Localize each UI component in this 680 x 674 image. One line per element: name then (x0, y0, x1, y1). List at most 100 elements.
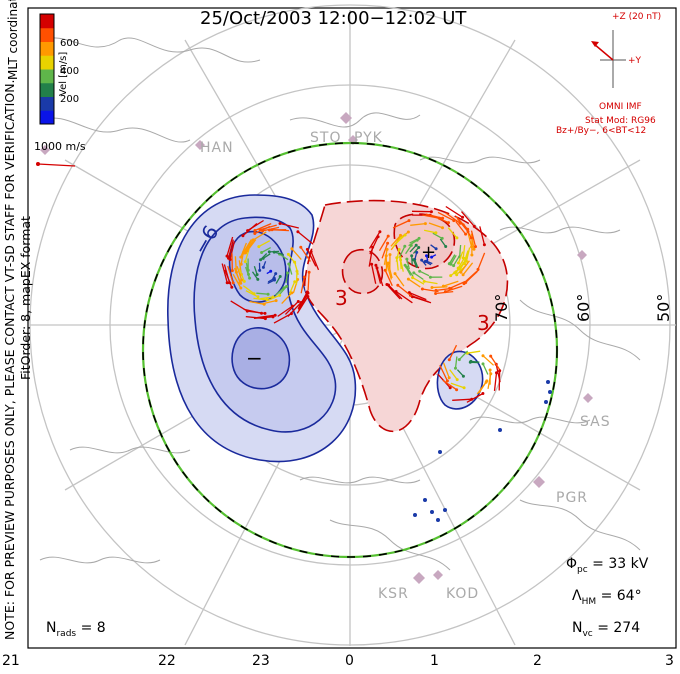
velocity-vector (223, 264, 231, 283)
velocity-vector (281, 292, 293, 305)
mlt-tick-21: 21 (2, 653, 20, 669)
velocity-vector (422, 214, 440, 219)
velocity-vector (437, 211, 455, 222)
velocity-vector (435, 287, 453, 292)
velocity-vector-origin (469, 359, 473, 363)
coastline (39, 117, 191, 143)
coastline (329, 519, 451, 571)
velocity-vector-origin (430, 255, 434, 259)
velocity-vector-origin (397, 248, 401, 251)
velocity-vector (307, 272, 310, 291)
velocity-vector-origin (242, 279, 246, 283)
velocity-vector-origin (286, 271, 289, 275)
velocity-vector-origin (251, 238, 255, 242)
velocity-vector-origin (243, 260, 247, 264)
velocity-vector (409, 244, 417, 253)
velocity-vector (288, 263, 293, 275)
velocity-vector-origin (239, 281, 243, 285)
velocity-vector-origin (309, 250, 313, 254)
velocity-vector-origin (290, 291, 294, 295)
velocity-vector-origin (306, 295, 310, 298)
velocity-vector (408, 278, 421, 288)
velocity-vector-origin (470, 397, 474, 401)
velocity-scale (36, 162, 76, 167)
velocity-vector (378, 235, 389, 252)
velocity-vector (370, 264, 377, 284)
velocity-vector (288, 281, 296, 295)
velocity-vector (381, 242, 389, 259)
colorbar-segment (40, 110, 54, 125)
velocity-vector-origin (265, 298, 269, 302)
velocity-vector-origin (263, 311, 267, 315)
imf-source: OMNI IMF (599, 102, 642, 112)
velocity-vector (245, 315, 266, 320)
colorbar-segment (40, 82, 54, 97)
velocity-vector (399, 245, 406, 257)
velocity-vector-origin (448, 386, 452, 390)
velocity-vector-origin (429, 210, 433, 214)
velocity-vector-origin (296, 300, 300, 303)
velocity-vector (443, 280, 459, 287)
imf-condition: Bz+/By−, 6<BT<12 (556, 126, 647, 136)
velocity-vector-origin (420, 287, 424, 291)
station-marker (413, 572, 425, 584)
velocity-vector (297, 231, 314, 245)
velocity-vector-origin (388, 253, 392, 257)
velocity-vector (251, 271, 259, 280)
velocity-vector-origin (457, 261, 460, 265)
velocity-vector (452, 398, 472, 401)
scale-vector-line (37, 163, 76, 167)
velocity-vector (448, 344, 458, 361)
velocity-vector (297, 291, 308, 310)
velocity-vector-origin (406, 277, 410, 281)
velocity-vector-origin (293, 280, 297, 284)
velocity-vector (413, 272, 424, 281)
velocity-vector (253, 297, 268, 301)
velocity-vector-origin (407, 219, 411, 223)
velocity-vector (390, 234, 401, 247)
velocity-vector (285, 272, 289, 284)
velocity-vector (249, 300, 265, 305)
velocity-vector-origin (443, 508, 447, 512)
velocity-vector (422, 288, 439, 293)
velocity-vector (467, 231, 473, 248)
velocity-vector (455, 261, 466, 273)
station-markers (40, 112, 593, 584)
velocity-vector (386, 263, 393, 280)
velocity-vector (498, 370, 501, 391)
velocity-vector-origin (443, 290, 447, 294)
colorbar-frame (39, 13, 55, 125)
velocity-vector (487, 373, 492, 390)
lat-label-70: 70° (492, 293, 511, 322)
velocity-vector (386, 284, 401, 300)
velocity-vector (462, 262, 474, 276)
velocity-vector (236, 265, 243, 281)
velocity-vector-origin (225, 281, 229, 285)
coastline (299, 476, 421, 484)
contour-pos-core-1 (341, 248, 384, 295)
velocity-vector (432, 232, 443, 239)
velocity-vector-origin (544, 400, 548, 404)
velocity-vector-origin (415, 250, 419, 254)
velocity-vector (431, 286, 448, 289)
velocity-vector-origin (378, 230, 382, 234)
velocity-vector-origin (437, 216, 441, 220)
velocity-vector-origin (447, 221, 450, 225)
coastline (39, 556, 161, 564)
velocity-vector-origin (282, 286, 286, 290)
velocity-vector-origin (406, 230, 410, 234)
fit-order-note: FitOrder: 8, mapEX format (18, 216, 33, 380)
velocity-vector (470, 233, 475, 250)
velocity-vector-origin (299, 245, 303, 249)
velocity-vector (423, 229, 437, 234)
contour-neg-small (436, 350, 484, 410)
velocity-vector (479, 226, 486, 245)
velocity-vector (412, 277, 425, 285)
velocity-vector (409, 291, 427, 301)
velocity-vector-origin (274, 299, 278, 303)
velocity-vector-origin (472, 224, 476, 228)
velocity-vector (424, 280, 438, 285)
velocity-vector-origin (278, 222, 282, 225)
velocity-vector (295, 271, 298, 285)
velocity-vector (457, 251, 464, 264)
